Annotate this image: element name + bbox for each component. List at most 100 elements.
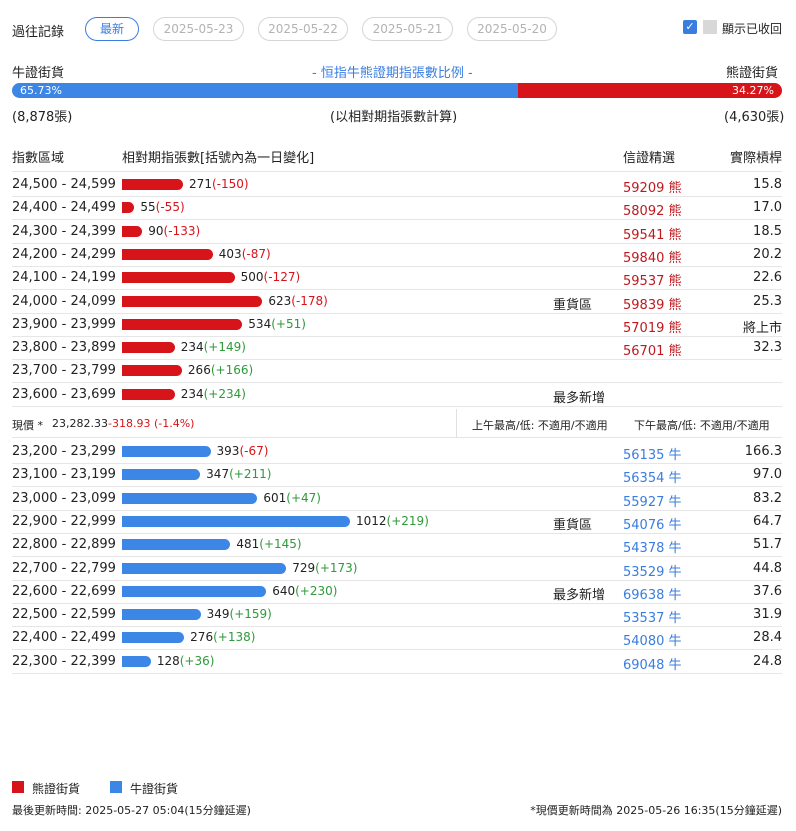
contracts-change: (+47)	[286, 490, 321, 505]
table-row: 24,500 - 24,599 271(-150) 59209 熊 15.8	[12, 173, 782, 197]
range-cell: 24,400 - 24,499	[12, 200, 116, 216]
legend-bear-swatch	[12, 781, 24, 793]
contracts-bar	[122, 388, 175, 400]
contracts-bar	[122, 469, 201, 481]
contracts-change: (-178)	[291, 293, 328, 308]
secondary-checkbox[interactable]	[703, 20, 717, 34]
leverage-cell: 31.9	[753, 607, 782, 623]
warrant-code-link[interactable]: 56135 牛	[623, 448, 682, 463]
table-row: 23,000 - 23,099 601(+47) 55927 牛 83.2	[12, 487, 782, 511]
warrant-code-link[interactable]: 58092 熊	[623, 204, 682, 220]
contracts-number: 500	[240, 270, 264, 285]
warrant-code-link[interactable]: 53537 牛	[623, 611, 682, 627]
leverage-cell: 83.2	[753, 490, 782, 506]
warrant-code-link[interactable]: 57019 熊	[623, 320, 682, 336]
warrant-code-link[interactable]: 53529 牛	[623, 564, 682, 580]
contracts-bar	[122, 609, 201, 621]
contracts-change: (-67)	[239, 444, 269, 458]
contracts-value: 234(+234)	[181, 387, 246, 401]
range-cell: 24,500 - 24,599	[12, 177, 116, 192]
contracts-change: (-55)	[155, 200, 185, 215]
range-cell: 22,800 - 22,899	[12, 537, 116, 553]
warrant-code-link[interactable]: 56354 牛	[623, 471, 682, 487]
leverage-cell: 將上市	[742, 320, 782, 336]
table-row: 22,800 - 22,899 481(+145) 54378 牛 51.7	[12, 533, 782, 558]
warrant-code-link[interactable]: 59537 熊	[623, 274, 682, 290]
contracts-change: (+234)	[203, 386, 246, 401]
current-price-label: 現價 *	[12, 419, 43, 432]
warrant-code-link[interactable]: 54080 牛	[623, 634, 682, 650]
leverage-cell: 44.8	[753, 560, 782, 576]
contracts-value: 1012(+219)	[356, 514, 429, 528]
current-price-row: 現價 * 23,282.33 -318.93 (-1.4%) 上午最高/低: 不…	[12, 409, 782, 438]
header-range: 指數區域	[12, 151, 65, 166]
show-recalled-checkbox[interactable]: ✓	[683, 20, 697, 34]
contracts-number: 349	[206, 607, 230, 622]
contracts-bar	[122, 492, 258, 504]
contracts-value: 90(-133)	[148, 224, 200, 238]
contracts-value: 623(-178)	[268, 294, 328, 308]
table-row: 23,700 - 23,799 266(+166)	[12, 359, 782, 384]
leverage-cell: 24.8	[753, 653, 782, 669]
contracts-number: 347	[206, 467, 230, 482]
ratio-title: - 恒指牛熊證期指張數比例 -	[312, 66, 473, 81]
ratio-note: (以相對期指張數計算)	[330, 110, 458, 125]
contracts-change: (+211)	[229, 467, 272, 482]
warrant-code-link[interactable]: 54378 牛	[623, 541, 682, 557]
contracts-change: (+51)	[271, 316, 306, 331]
range-cell: 23,200 - 23,299	[12, 444, 116, 459]
warrant-code-link[interactable]: 69638 牛	[623, 587, 682, 603]
contracts-value: 393(-67)	[217, 444, 269, 458]
contracts-value: 601(+47)	[263, 491, 321, 505]
history-tab-2025-05-23[interactable]: 2025-05-23	[153, 17, 244, 41]
warrant-code-link[interactable]: 59840 熊	[623, 250, 682, 266]
leverage-cell: 18.5	[753, 223, 782, 239]
contracts-value: 534(+51)	[248, 317, 306, 331]
contracts-bar	[122, 365, 182, 377]
contracts-change: (-87)	[241, 246, 271, 261]
contracts-value: 403(-87)	[219, 247, 271, 261]
contracts-change: (+166)	[210, 363, 254, 378]
ratio-bear-segment: 34.27%	[518, 83, 782, 98]
contracts-change: (+173)	[315, 560, 358, 575]
am-high-low: 上午最高/低: 不適用/不適用	[472, 419, 608, 432]
range-cell: 24,100 - 24,199	[12, 270, 116, 286]
contracts-change: (+230)	[295, 583, 338, 598]
legend-bull-swatch	[110, 781, 122, 793]
table-row: 24,000 - 24,099 623(-178) 重貨區 59839 熊 25.3	[12, 290, 782, 314]
zone-note: 重貨區	[553, 297, 593, 313]
warrant-code-link[interactable]: 59541 熊	[623, 227, 682, 243]
contracts-value: 349(+159)	[207, 607, 272, 621]
warrant-code-link[interactable]: 59839 熊	[623, 297, 682, 313]
contracts-change: (-127)	[263, 270, 301, 285]
warrant-code-link[interactable]: 55927 牛	[623, 494, 682, 510]
range-cell: 24,200 - 24,299	[12, 246, 116, 262]
contracts-bar	[122, 248, 213, 260]
range-cell: 22,400 - 22,499	[12, 630, 116, 646]
history-tab-2025-05-21[interactable]: 2025-05-21	[362, 17, 453, 41]
history-tab-latest[interactable]: 最新	[85, 17, 139, 41]
warrant-code-link[interactable]: 54076 牛	[623, 517, 682, 533]
range-cell: 23,600 - 23,699	[12, 386, 116, 402]
contracts-value: 500(-127)	[241, 270, 301, 284]
warrant-code-link[interactable]: 69048 牛	[623, 657, 682, 673]
leverage-cell: 22.6	[753, 270, 782, 286]
header-contracts: 相對期指張數[括號內為一日變化]	[122, 151, 315, 166]
contracts-bar	[122, 179, 184, 190]
ratio-bar: 65.73% 34.27%	[12, 83, 782, 98]
warrant-code-link[interactable]: 56701 熊	[623, 344, 682, 360]
warrant-code-link[interactable]: 59209 熊	[623, 181, 682, 196]
contracts-number: 623	[268, 293, 292, 308]
history-tab-2025-05-20[interactable]: 2025-05-20	[467, 17, 557, 41]
range-cell: 23,000 - 23,099	[12, 490, 116, 506]
contracts-value: 729(+173)	[292, 561, 357, 575]
contracts-number: 55	[140, 200, 156, 215]
leverage-cell: 64.7	[753, 513, 782, 529]
legend-bull-label: 牛證街貨	[130, 782, 179, 796]
contracts-bar	[122, 632, 185, 644]
current-price-value: 23,282.33	[52, 417, 108, 430]
table-row: 23,900 - 23,999 534(+51) 57019 熊 將上市	[12, 313, 782, 337]
bull-count: (8,878張)	[12, 110, 73, 125]
range-cell: 23,800 - 23,899	[12, 340, 116, 356]
history-tab-2025-05-22[interactable]: 2025-05-22	[258, 17, 348, 41]
